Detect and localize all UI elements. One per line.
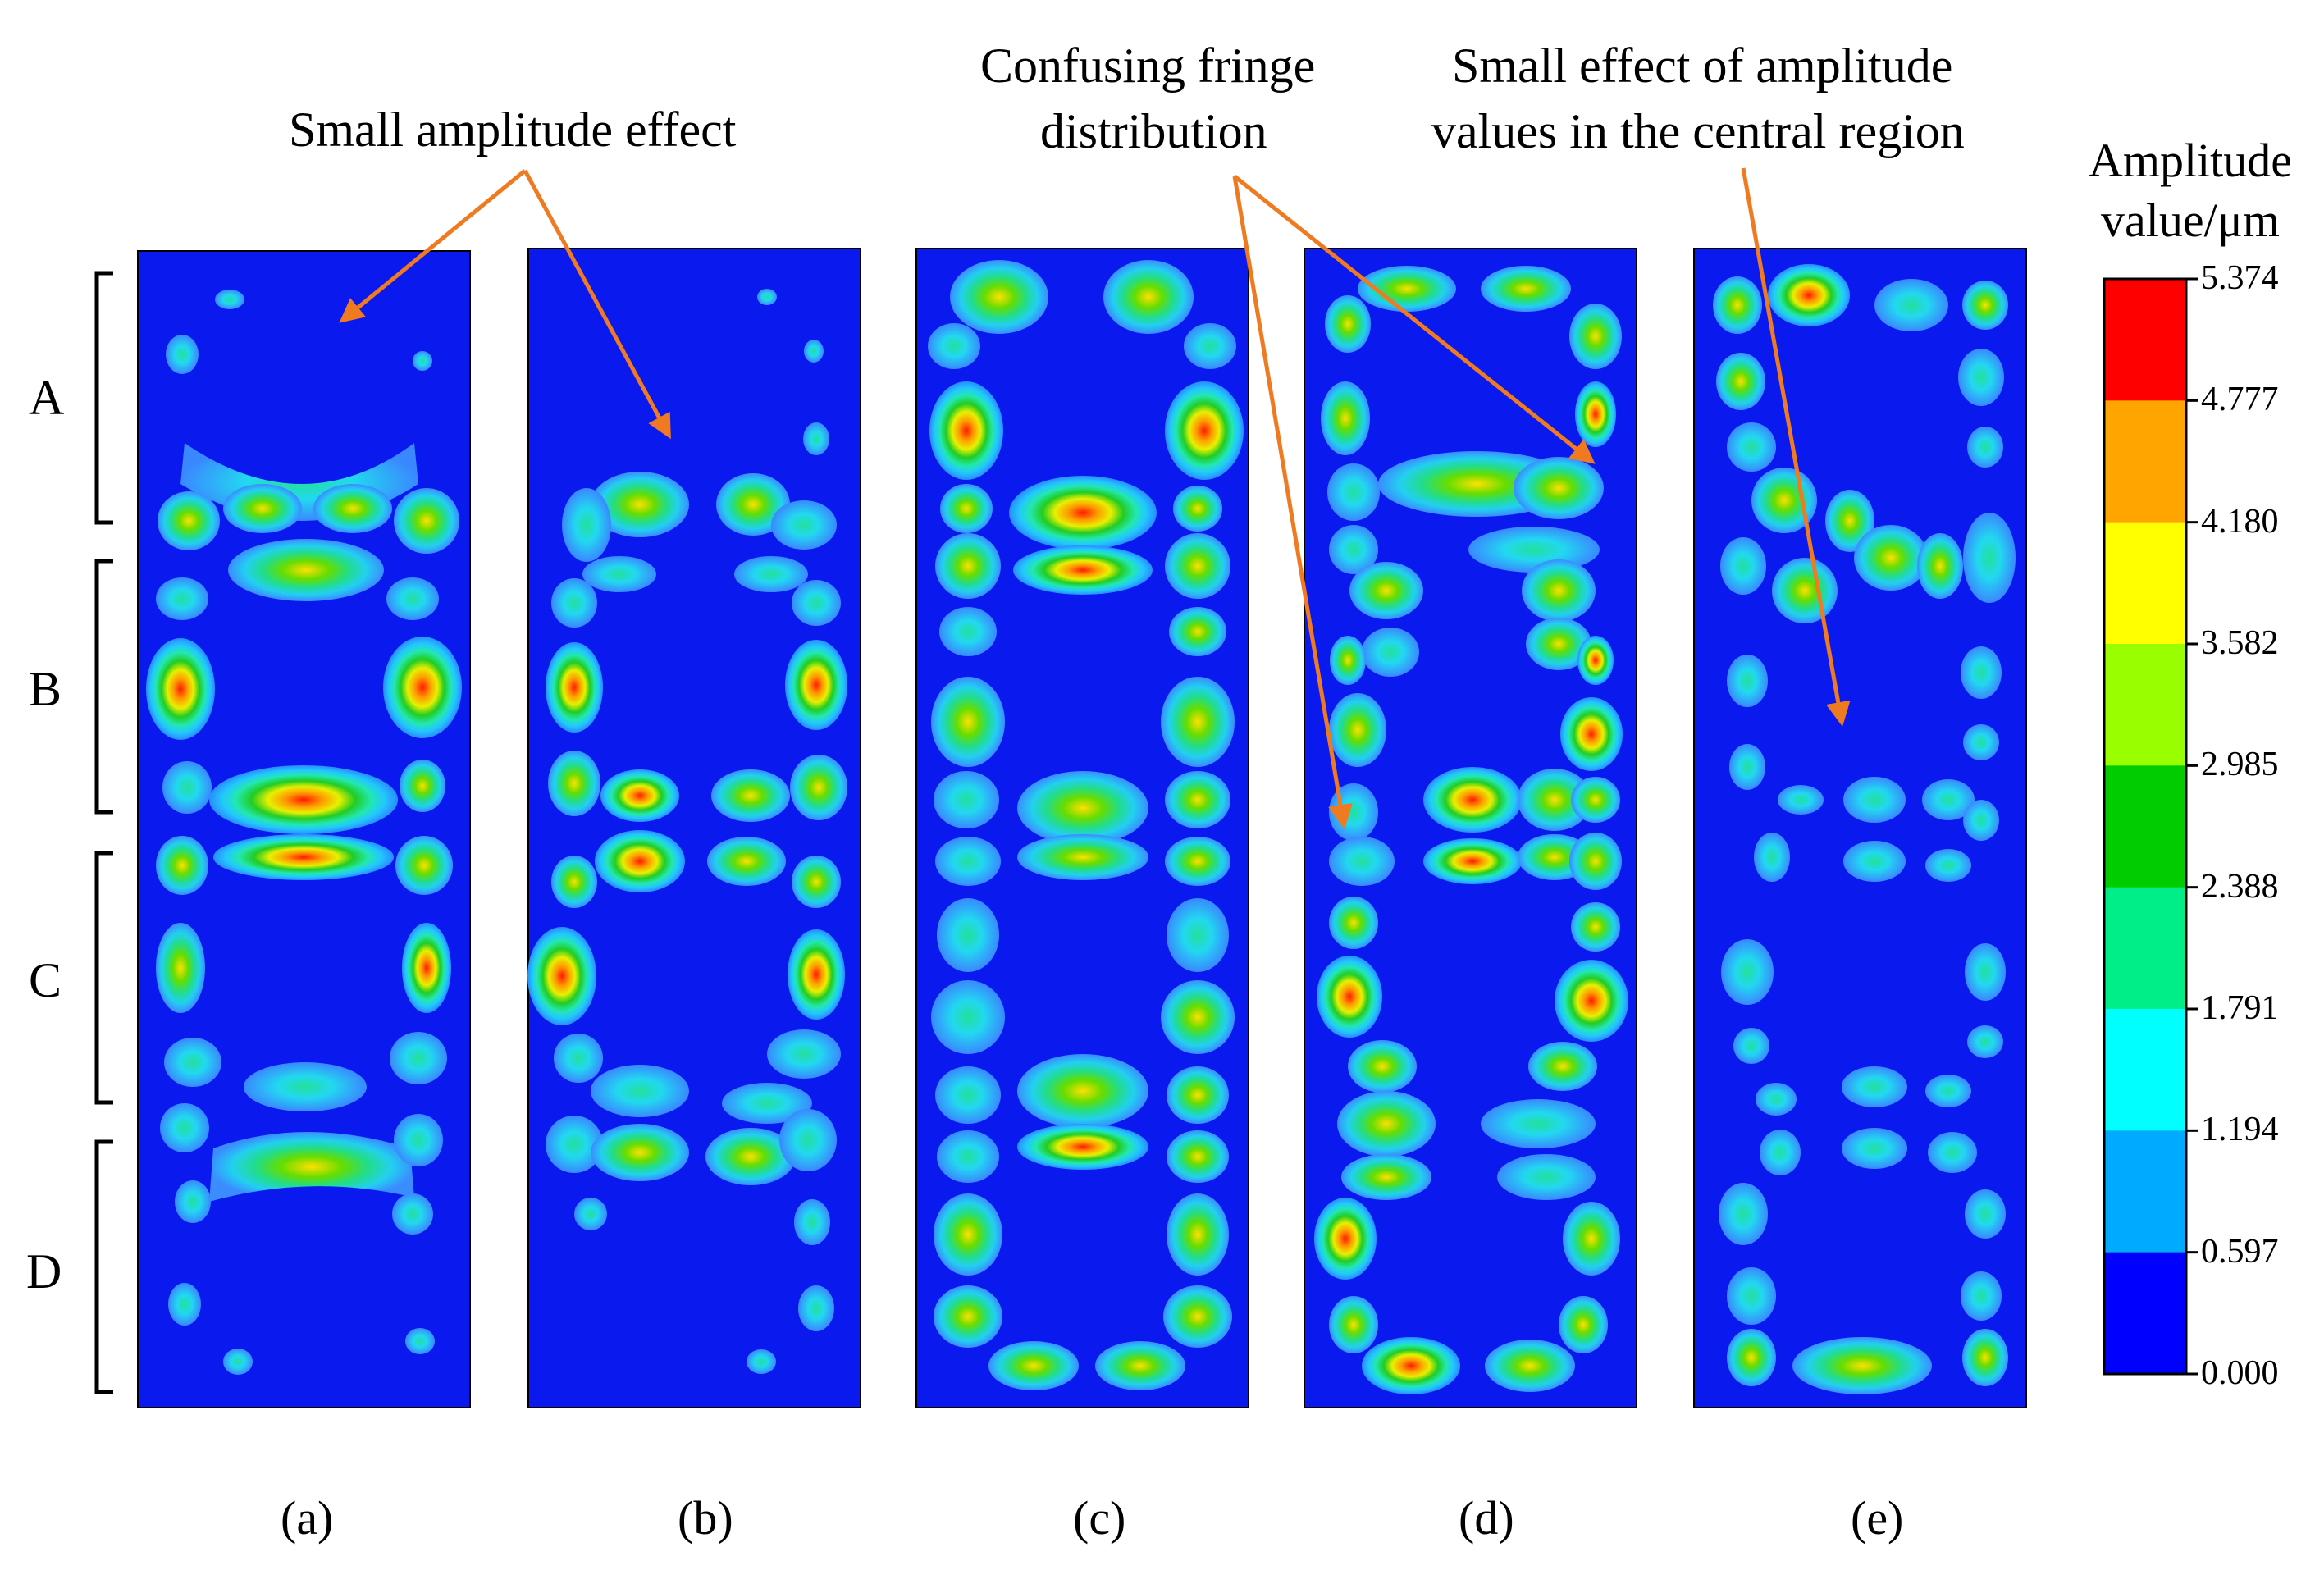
- panel-label-e: (e): [1851, 1491, 1904, 1545]
- arrow-to-panel-a: [339, 169, 527, 323]
- panel-label-a: (a): [281, 1491, 334, 1545]
- colorbar-title-line1: Amplitude: [2088, 134, 2293, 187]
- colorbar-title-line2: value/μm: [2101, 193, 2280, 247]
- annotation-small-effect-line1: Small effect of amplitude: [1452, 39, 1953, 93]
- colorbar-tick-label: 1.194: [2201, 1111, 2279, 1149]
- panel-label-d: (d): [1459, 1491, 1514, 1545]
- region-brackets: [94, 271, 113, 1394]
- colorbar-tick-label: 4.180: [2201, 502, 2279, 541]
- colorbar-frame: [2103, 277, 2188, 1376]
- arrow-to-panel-b: [523, 169, 671, 440]
- panel-d-fringes: [1314, 266, 1628, 1394]
- bracket-a: [94, 271, 113, 525]
- panel-e-fringes: [1713, 264, 2016, 1394]
- colorbar-band: [2104, 1252, 2186, 1375]
- region-label-a: A: [29, 371, 65, 425]
- colorbar: [2103, 277, 2198, 1376]
- annotation-confusing-fringe-line2: distribution: [1040, 104, 1267, 158]
- colorbar-band: [2104, 1130, 2186, 1253]
- colorbar-band: [2104, 400, 2186, 523]
- colorbar-tick-label: 2.388: [2201, 867, 2279, 906]
- colorbar-tick-label: 0.000: [2201, 1354, 2279, 1392]
- colorbar-tick-label: 1.791: [2201, 989, 2279, 1027]
- colorbar-tick-label: 2.985: [2201, 746, 2279, 784]
- colorbar-band: [2104, 522, 2186, 645]
- annotation-confusing-fringe-line1: Confusing fringe: [980, 39, 1316, 93]
- colorbar-tick-label: 5.374: [2201, 259, 2279, 297]
- colorbar-title: Amplitude value/μm: [2067, 131, 2313, 250]
- arrow-to-panel-d-right: [1233, 175, 1596, 464]
- region-label-b: B: [29, 662, 62, 716]
- panel-label-b: (b): [678, 1491, 733, 1545]
- annotation-small-amplitude-effect: Small amplitude effect: [289, 103, 737, 157]
- colorbar-band: [2104, 279, 2186, 401]
- panel-b-fringes: [527, 289, 847, 1374]
- bracket-b: [94, 559, 113, 815]
- arrow-to-panel-d-left: [1232, 176, 1353, 829]
- colorbar-tick-label: 4.777: [2201, 381, 2279, 419]
- colorbar-band: [2104, 765, 2186, 888]
- panel-label-c: (c): [1073, 1491, 1126, 1545]
- bracket-d: [94, 1139, 113, 1394]
- annotation-small-effect-line2: values in the central region: [1431, 104, 1965, 158]
- arrow-to-panel-e: [1741, 167, 1851, 727]
- region-label-d: D: [26, 1244, 62, 1298]
- colorbar-tick-label: 0.597: [2201, 1232, 2279, 1271]
- bracket-c: [94, 851, 113, 1105]
- colorbar-band: [2104, 644, 2186, 766]
- colorbar-band: [2104, 1009, 2186, 1131]
- panel-c-fringes: [928, 260, 1244, 1390]
- region-label-c: C: [29, 953, 62, 1007]
- panel-a-fringes: [146, 290, 462, 1375]
- annotation-arrows: [339, 167, 1851, 829]
- colorbar-tick-label: 3.582: [2201, 624, 2279, 662]
- colorbar-band: [2104, 887, 2186, 1010]
